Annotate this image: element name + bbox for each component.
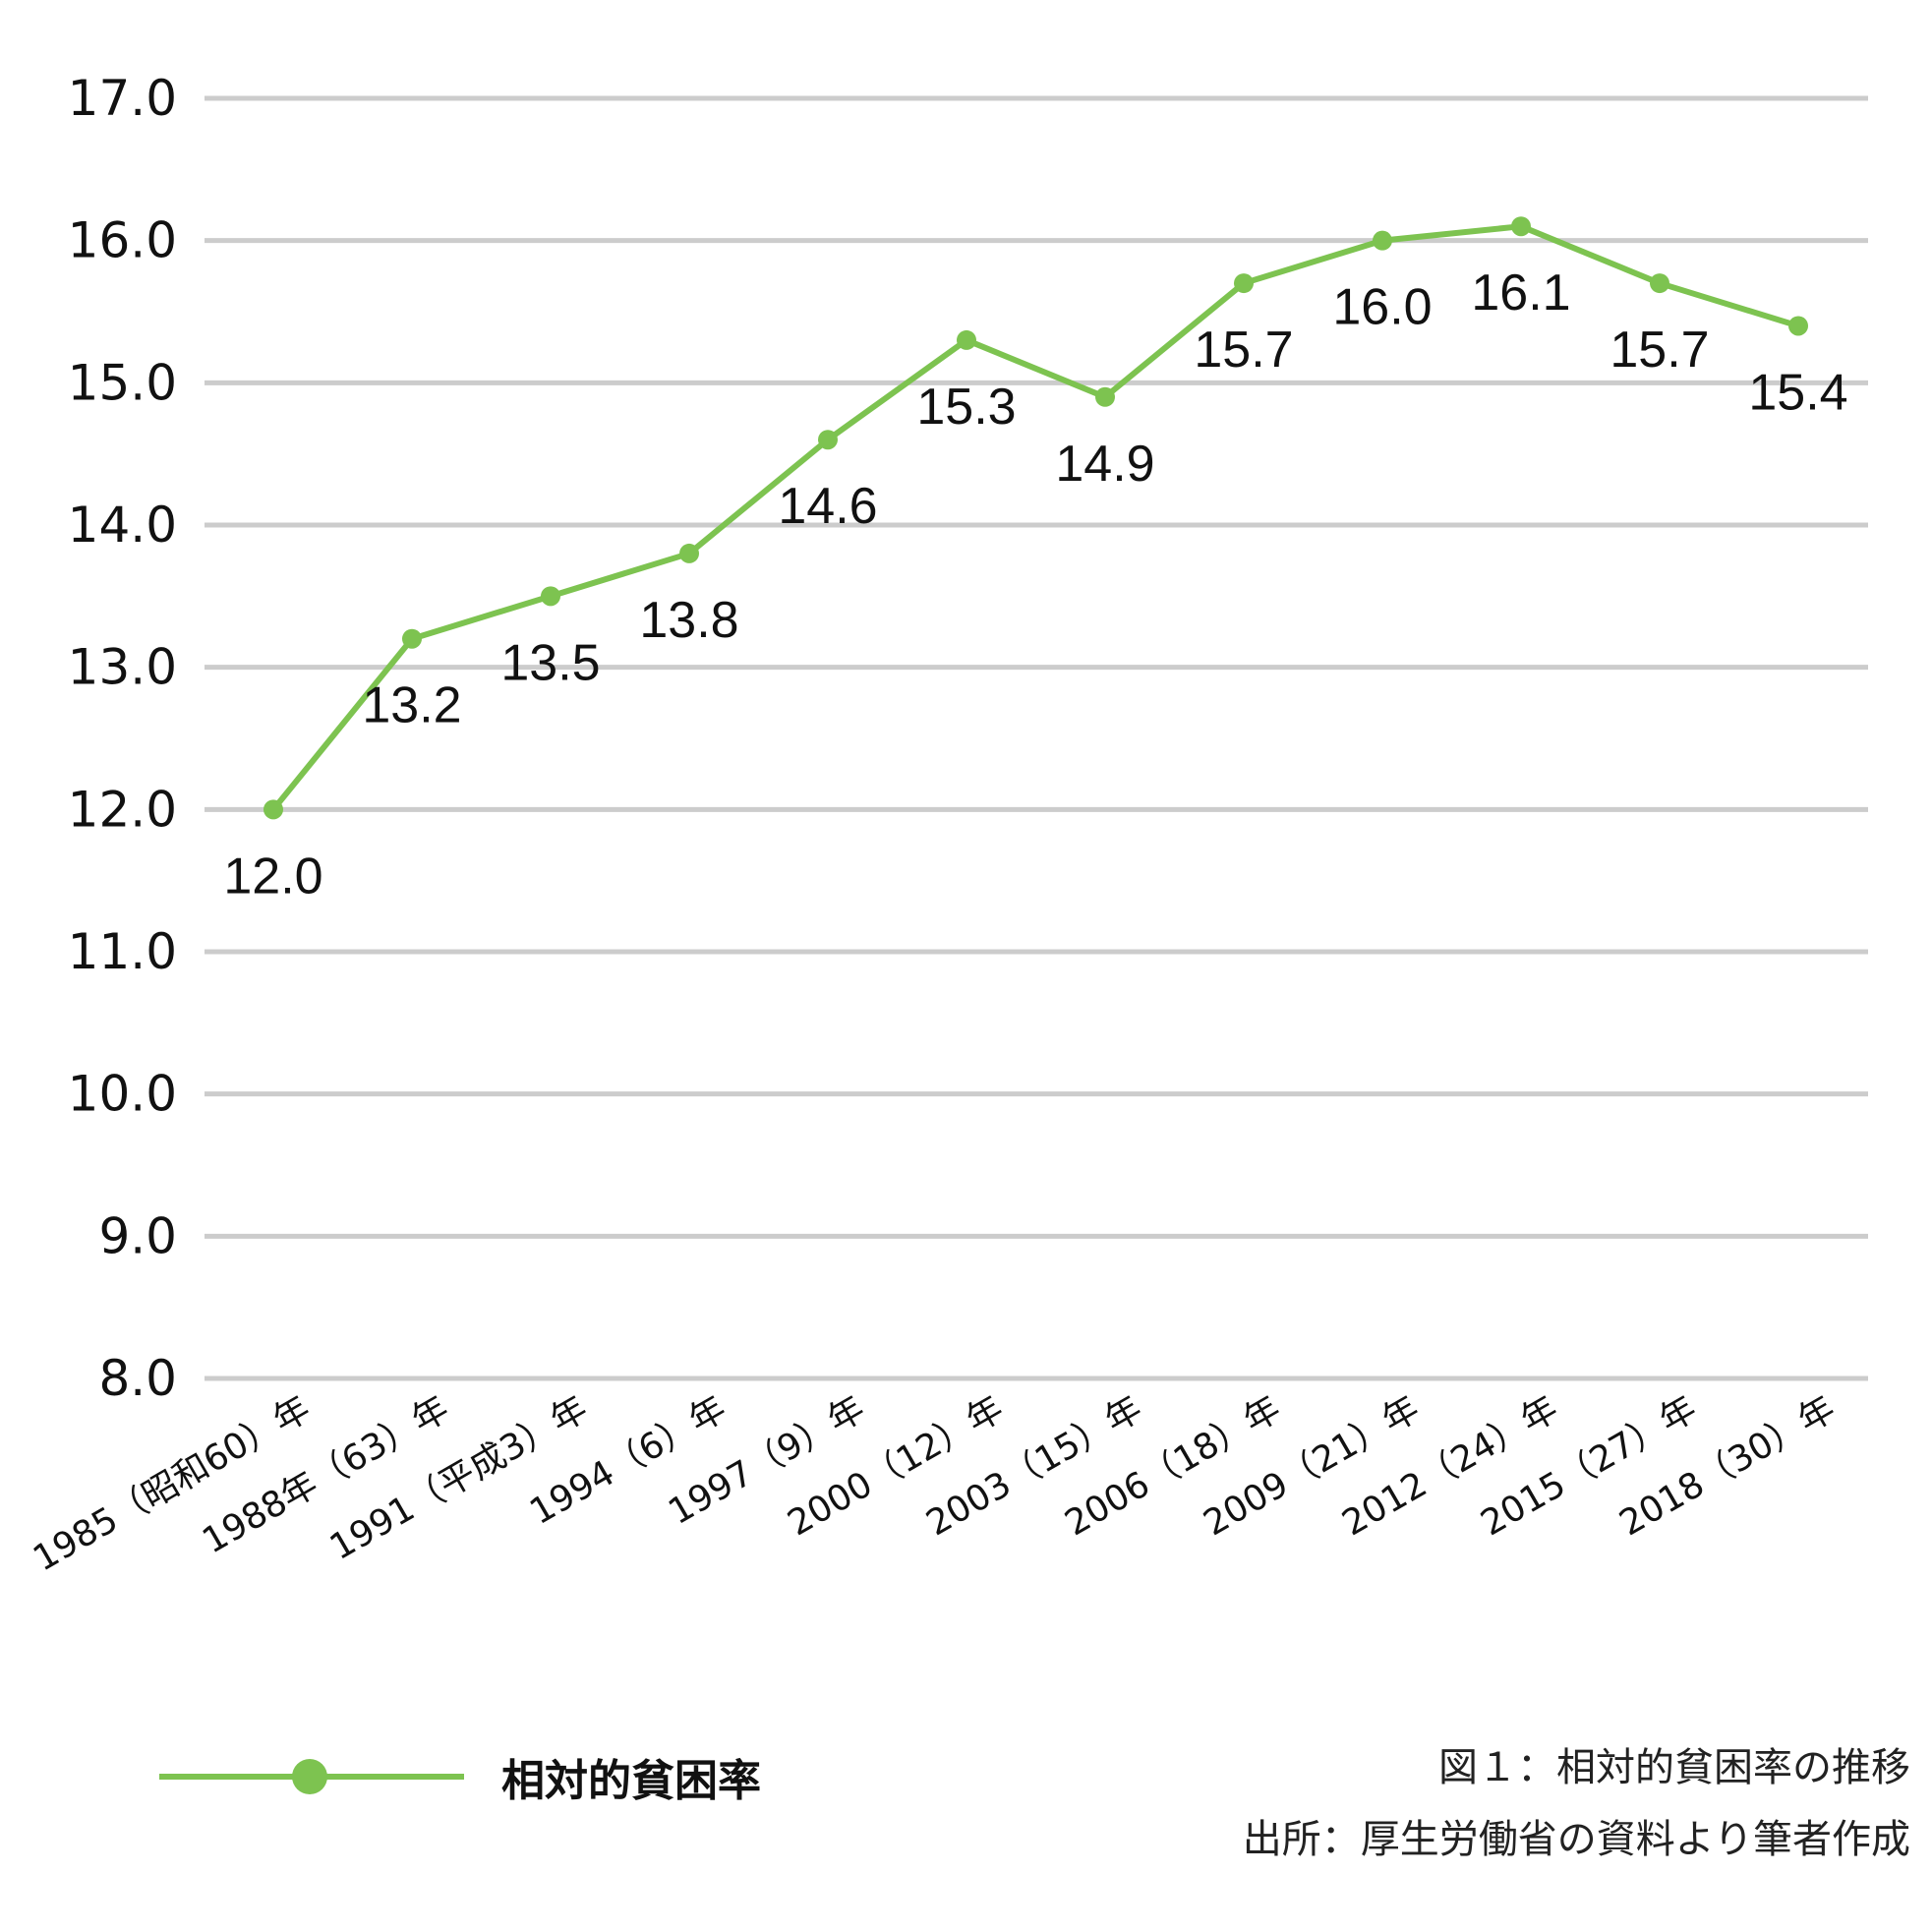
data-point xyxy=(957,329,976,350)
data-label: 16.0 xyxy=(1332,279,1432,336)
data-point xyxy=(1095,386,1115,407)
data-point xyxy=(1650,273,1669,294)
data-point xyxy=(818,430,838,450)
source-note: 出所：厚生労働省の資料より筆者作成 xyxy=(1242,1817,1910,1862)
y-tick-label: 14.0 xyxy=(68,497,177,554)
y-tick-label: 8.0 xyxy=(98,1350,177,1407)
y-axis-ticks: 8.0 9.0 10.0 11.0 12.0 13.0 14.0 15.0 16.0 17.0 xyxy=(68,70,177,1407)
data-label: 14.6 xyxy=(778,478,877,535)
y-tick-label: 17.0 xyxy=(68,70,177,127)
x-tick-label: 1991（平成3）年 xyxy=(323,1388,595,1568)
data-label: 15.3 xyxy=(916,379,1016,436)
data-labels: 12.0 13.2 13.5 13.8 14.6 15.3 14.9 15.7 16.0 16.1… xyxy=(223,264,1847,905)
data-point xyxy=(1373,230,1392,251)
data-label: 15.7 xyxy=(1610,322,1709,379)
y-tick-label: 10.0 xyxy=(68,1066,177,1123)
series-line xyxy=(270,223,1801,813)
y-tick-label: 11.0 xyxy=(68,923,177,980)
data-label: 13.5 xyxy=(500,634,600,691)
data-point xyxy=(541,586,560,607)
x-axis-ticks: 1985（昭和60）年1988年（63）年1991（平成3）年1994（6）年1… xyxy=(27,1388,1842,1579)
y-tick-label: 9.0 xyxy=(98,1207,177,1264)
data-label: 13.2 xyxy=(362,677,461,734)
data-label: 16.1 xyxy=(1471,264,1570,322)
legend: 相対的貧困率 xyxy=(159,1745,761,1808)
series-group xyxy=(263,216,1808,820)
line-chart: 8.0 9.0 10.0 11.0 12.0 13.0 14.0 15.0 16.0 17.0 1… xyxy=(27,70,1868,1580)
figure-caption: 図１：相対的貧困率の推移 xyxy=(1438,1745,1910,1790)
data-label: 15.4 xyxy=(1748,364,1847,421)
data-point xyxy=(679,543,699,563)
data-label: 13.8 xyxy=(639,592,738,649)
data-point xyxy=(1511,216,1531,237)
y-tick-label: 15.0 xyxy=(68,354,177,411)
data-point xyxy=(1788,316,1808,336)
data-point xyxy=(263,799,283,820)
legend-marker xyxy=(292,1759,327,1794)
y-tick-label: 13.0 xyxy=(68,639,177,696)
data-label: 12.0 xyxy=(223,848,322,905)
y-tick-label: 12.0 xyxy=(68,781,177,838)
legend-label: 相対的貧困率 xyxy=(501,1756,761,1806)
legend-swatch xyxy=(159,1757,464,1796)
gridlines xyxy=(205,95,1868,1381)
data-point xyxy=(402,628,422,649)
data-label: 14.9 xyxy=(1055,436,1154,493)
data-point xyxy=(1234,273,1254,294)
data-label: 15.7 xyxy=(1194,322,1293,379)
y-tick-label: 16.0 xyxy=(68,212,177,269)
